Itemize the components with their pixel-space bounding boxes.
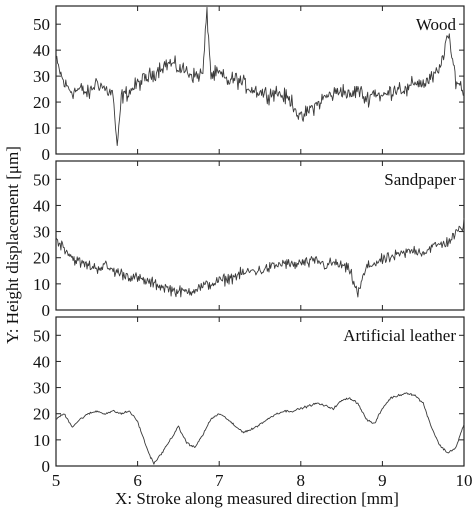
data-line-middle: [55, 218, 465, 298]
x-axis-label: X: Stroke along measured direction [mm]: [115, 489, 399, 508]
ytick-label-bottom-40: 40: [33, 352, 50, 371]
ytick-label-top-40: 40: [33, 41, 50, 60]
ytick-label-bottom-20: 20: [33, 405, 50, 424]
panel-title-middle: Sandpaper: [384, 170, 456, 189]
ytick-label-bottom-30: 30: [33, 379, 50, 398]
xtick-label-7: 7: [215, 471, 224, 490]
ytick-label-top-20: 20: [33, 93, 50, 112]
xtick-label-6: 6: [133, 471, 142, 490]
ytick-label-middle-30: 30: [33, 223, 50, 242]
ytick-label-middle-40: 40: [33, 196, 50, 215]
ytick-label-top-50: 50: [33, 15, 50, 34]
xtick-label-10: 10: [456, 471, 473, 490]
y-axis-label: Y: Height displacement [μm]: [3, 146, 22, 344]
panel-title-top: Wood: [416, 15, 457, 34]
plot-frame-bottom: [55, 316, 465, 467]
ytick-label-top-10: 10: [33, 119, 50, 138]
xtick-label-8: 8: [297, 471, 306, 490]
xtick-label-5: 5: [52, 471, 61, 490]
data-line-bottom: [55, 392, 465, 465]
ytick-label-bottom-50: 50: [33, 326, 50, 345]
plot-frame-top: [55, 5, 465, 155]
plot-frame-middle: [55, 160, 465, 311]
ytick-label-top-30: 30: [33, 67, 50, 86]
ytick-label-middle-50: 50: [33, 170, 50, 189]
xtick-label-9: 9: [378, 471, 387, 490]
ytick-label-bottom-0: 0: [42, 457, 51, 476]
ytick-label-middle-20: 20: [33, 249, 50, 268]
ytick-label-middle-10: 10: [33, 275, 50, 294]
data-line-top: [55, 6, 465, 147]
ytick-label-top-0: 0: [42, 145, 51, 164]
panel-title-bottom: Artificial leather: [343, 326, 456, 345]
ytick-label-middle-0: 0: [42, 301, 51, 320]
ytick-label-bottom-10: 10: [33, 431, 50, 450]
